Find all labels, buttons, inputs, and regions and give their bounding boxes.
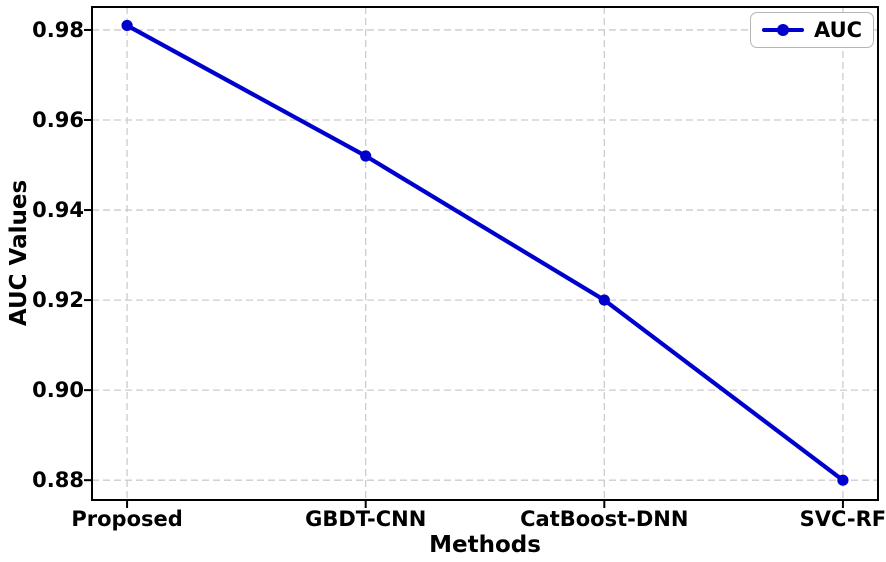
legend: AUC bbox=[750, 12, 875, 48]
legend-line-sample bbox=[762, 24, 804, 36]
data-point-marker bbox=[360, 150, 372, 162]
y-tick-label: 0.96 bbox=[32, 108, 84, 132]
data-point-marker bbox=[598, 294, 610, 306]
auc-line-series bbox=[124, 23, 846, 483]
y-tick-label: 0.88 bbox=[32, 468, 84, 493]
y-tick-label: 0.98 bbox=[32, 18, 84, 42]
data-point-marker bbox=[837, 474, 849, 486]
x-tick-label: GBDT-CNN bbox=[305, 507, 427, 531]
y-tick-label: 0.90 bbox=[32, 378, 84, 403]
x-tick-label: CatBoost-DNN bbox=[520, 507, 689, 531]
legend-label: AUC bbox=[814, 18, 863, 42]
y-tick-label: 0.94 bbox=[32, 198, 84, 223]
x-tick-label: Proposed bbox=[71, 507, 183, 531]
data-point-marker bbox=[121, 19, 133, 32]
plot-border bbox=[91, 6, 879, 501]
x-axis-title: Methods bbox=[429, 532, 541, 558]
legend-marker-dot bbox=[777, 24, 789, 36]
y-tick-label: 0.92 bbox=[32, 288, 84, 313]
y-axis-title: AUC Values bbox=[6, 179, 32, 327]
x-tick-label: SVC-RF bbox=[799, 507, 886, 531]
